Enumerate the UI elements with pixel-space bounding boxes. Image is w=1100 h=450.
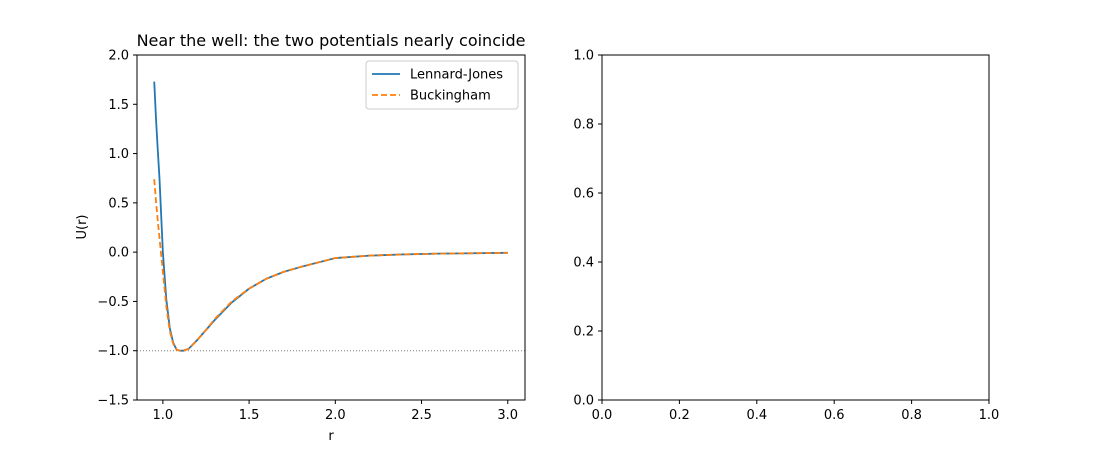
- legend-label-buckingham: Buckingham: [410, 89, 491, 104]
- left-y-tick-label: 0.5: [108, 196, 129, 211]
- left-y-tick-label: −1.0: [97, 344, 129, 359]
- right-y-tick-label: 0.8: [573, 118, 594, 133]
- left-x-tick-label: 1.5: [239, 408, 260, 423]
- y-axis-label: U(r): [75, 214, 90, 239]
- left-y-tick-label: −1.5: [97, 394, 129, 409]
- x-axis-label: r: [328, 429, 334, 444]
- right-x-tick-label: 0.2: [669, 408, 690, 423]
- right-x-tick-label: 1.0: [979, 408, 1000, 423]
- left-y-tick-label: 2.0: [108, 49, 129, 64]
- left-y-tick-label: 1.0: [108, 147, 129, 162]
- left-x-tick-label: 3.0: [497, 408, 518, 423]
- chart-title: Near the well: the two potentials nearly…: [137, 31, 526, 50]
- right-x-tick-label: 0.0: [592, 408, 613, 423]
- left-x-tick-label: 1.0: [153, 408, 174, 423]
- right-x-tick-label: 0.4: [746, 408, 767, 423]
- right-y-tick-label: 0.0: [573, 394, 594, 409]
- legend-label-lennard-jones: Lennard-Jones: [410, 68, 503, 83]
- right-y-tick-label: 1.0: [573, 49, 594, 64]
- right-y-tick-label: 0.2: [573, 325, 594, 340]
- left-y-tick-label: 1.5: [108, 98, 129, 113]
- left-data-lines: [137, 81, 525, 352]
- right-ticks: 0.0 0.2 0.4 0.6 0.8 1.0 0.0 0.2 0.4 0.6 0.8 1.0: [573, 49, 999, 424]
- left-y-tick-label: −0.5: [97, 295, 129, 310]
- left-x-tick-label: 2.5: [411, 408, 432, 423]
- left-ticks: 1.0 1.5 2.0 2.5 3.0 −1.5 −1.0 −0.5 0.0 0.5 1.0 1.5 2…: [97, 49, 518, 424]
- right-axes-frame: [601, 54, 990, 401]
- left-plot: Near the well: the two potentials nearly…: [75, 31, 526, 444]
- right-plot: 0.0 0.2 0.4 0.6 0.8 1.0 0.0 0.2 0.4 0.6 0.8 1.0: [573, 49, 999, 424]
- left-axes-frame: [136, 54, 526, 401]
- right-x-tick-label: 0.6: [824, 408, 845, 423]
- legend-box: [365, 60, 519, 110]
- right-x-tick-label: 0.8: [901, 408, 922, 423]
- legend: Lennard-Jones Buckingham: [365, 60, 519, 110]
- right-y-tick-label: 0.6: [573, 187, 594, 202]
- left-x-tick-label: 2.0: [325, 408, 346, 423]
- left-y-tick-label: 0.0: [108, 246, 129, 261]
- right-y-tick-label: 0.4: [573, 256, 594, 271]
- series-line-buckingham: [153, 179, 508, 352]
